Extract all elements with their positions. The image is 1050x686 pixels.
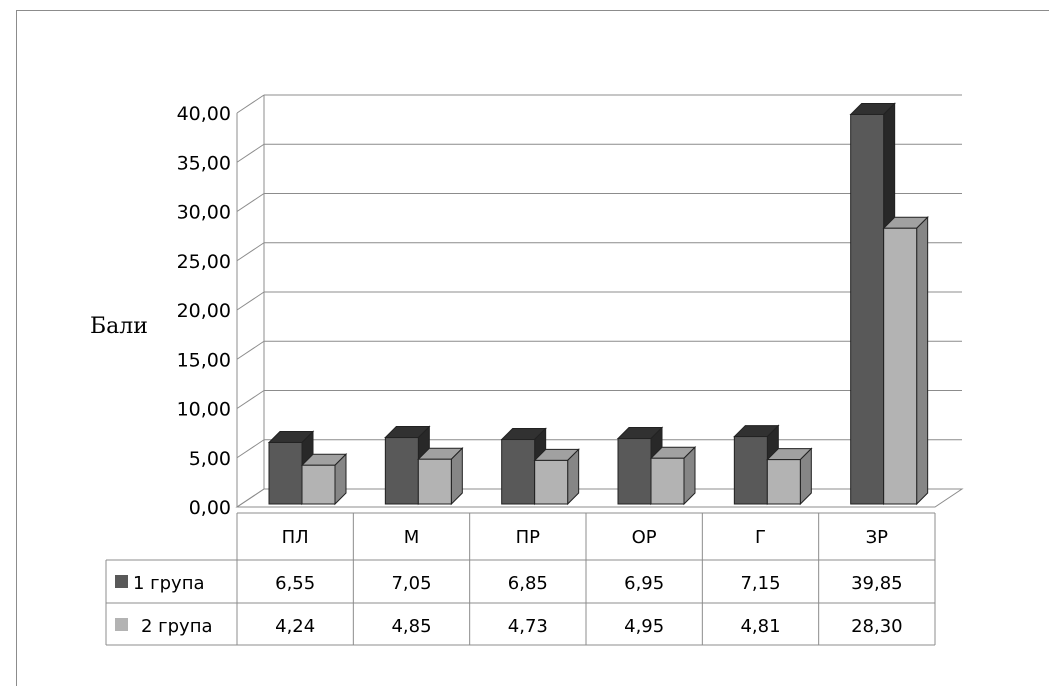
data-label: 39,85 [851, 573, 903, 594]
bar-front [850, 113, 885, 505]
gridline-side [236, 143, 265, 163]
data-label: 4,24 [275, 616, 315, 637]
bar-front [650, 457, 685, 505]
bar [417, 447, 464, 506]
legend-label: 1 група [133, 573, 205, 594]
y-tick-label: 30,00 [177, 202, 231, 224]
data-label: 7,15 [740, 573, 780, 594]
y-tick-label: 35,00 [177, 152, 231, 174]
bar-front [534, 459, 569, 505]
data-label: 4,85 [391, 616, 431, 637]
bars [267, 102, 929, 506]
y-axis-ticks: 0,00 5,00 10,00 15,00 20,00 25,00 30,00 35,00 40… [177, 103, 231, 519]
data-label: 6,55 [275, 573, 315, 594]
bar [649, 446, 697, 506]
y-tick-label: 25,00 [177, 251, 231, 273]
y-tick-label: 20,00 [177, 300, 231, 322]
category-label: ЗР [866, 527, 889, 548]
category-label: ПЛ [282, 527, 309, 548]
data-label: 6,85 [508, 573, 548, 594]
bar [766, 447, 813, 506]
legend-label: 2 група [141, 616, 213, 637]
category-label: ОР [632, 527, 657, 548]
data-label: 28,30 [851, 616, 903, 637]
bar [300, 453, 348, 506]
data-label: 4,73 [508, 616, 548, 637]
gridline-side [236, 291, 265, 311]
bar-side [916, 216, 929, 506]
bar-front [501, 439, 536, 505]
gridline-side [236, 390, 265, 409]
bar [733, 424, 780, 506]
y-tick-label: 5,00 [189, 448, 231, 470]
bar-front [417, 458, 452, 505]
data-label: 6,95 [624, 573, 664, 594]
legend-swatch [115, 575, 128, 588]
y-axis-label: Бали [90, 314, 148, 339]
data-label: 4,95 [624, 616, 664, 637]
bar-front [301, 464, 336, 505]
category-label: М [404, 527, 420, 548]
bar-front [384, 437, 419, 505]
data-label: 4,81 [740, 616, 780, 637]
data-label: 7,05 [391, 573, 431, 594]
bar-front [883, 227, 918, 505]
legend-swatch [115, 618, 128, 631]
gridline-side [236, 193, 265, 212]
bar [616, 426, 664, 506]
data-table: ПЛ М ПР ОР Г ЗР 1 група 6,55 7,05 6,85 6,95 7,15 39,… [105, 512, 936, 646]
y-tick-label: 0,00 [189, 497, 231, 519]
y-tick-label: 10,00 [177, 399, 231, 421]
bar-front [268, 441, 303, 505]
gridline-side [236, 242, 265, 262]
y-tick-label: 40,00 [177, 103, 231, 125]
bar [533, 448, 580, 506]
gridline-side [236, 439, 265, 459]
gridlines [235, 94, 964, 508]
bar [882, 216, 929, 506]
gridline-side [236, 340, 265, 360]
gridline-side [236, 94, 265, 114]
bar-front [617, 438, 652, 505]
floor [235, 488, 964, 508]
chart-frame [16, 10, 1049, 686]
category-label: ПР [516, 527, 541, 548]
bar-front [766, 459, 801, 505]
y-tick-label: 15,00 [177, 349, 231, 371]
category-label: Г [755, 527, 766, 548]
bar-front [733, 436, 768, 505]
